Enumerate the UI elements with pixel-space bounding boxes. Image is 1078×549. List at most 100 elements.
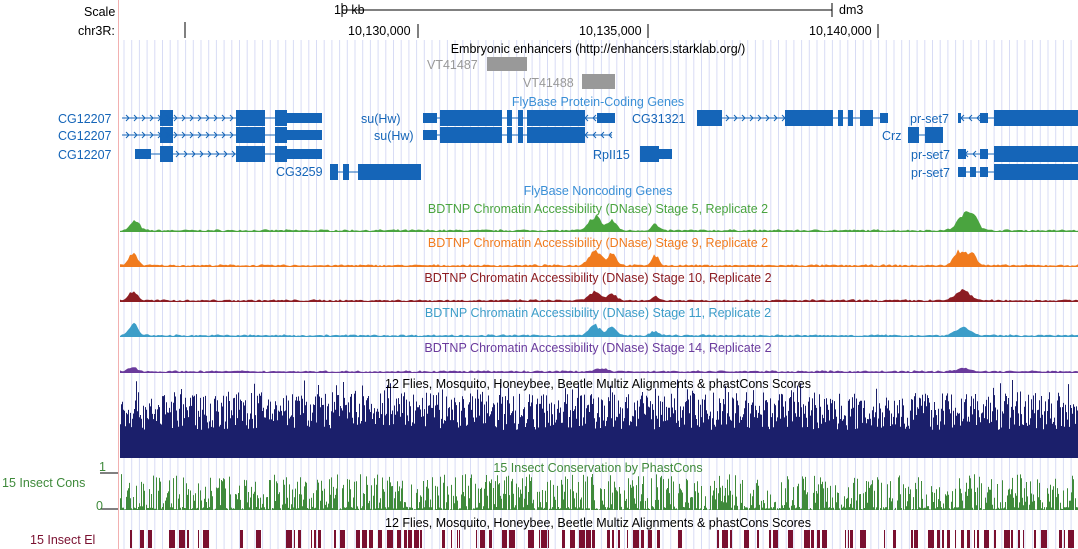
- conserved-element: [334, 530, 336, 548]
- conserved-element: [1018, 530, 1020, 548]
- enhancer-items: [487, 57, 615, 89]
- dnase-signal: [120, 367, 1078, 373]
- conserved-element: [817, 530, 820, 548]
- gene-model: [958, 146, 1078, 162]
- track-title-dnase[interactable]: BDTNP Chromatin Accessibility (DNase) St…: [427, 202, 769, 216]
- conserved-element: [1023, 530, 1024, 548]
- track-title-dnase[interactable]: BDTNP Chromatin Accessibility (DNase) St…: [424, 341, 772, 355]
- conserved-element: [860, 530, 866, 548]
- gene-label[interactable]: su(Hw): [361, 112, 401, 126]
- track-title-protein-coding[interactable]: FlyBase Protein-Coding Genes: [511, 95, 685, 109]
- conserved-element: [187, 530, 189, 548]
- conserved-element: [845, 530, 846, 548]
- dnase-signal: [120, 249, 1078, 267]
- conserved-element: [717, 530, 719, 548]
- conserved-element: [974, 530, 975, 548]
- phastcons-left-label[interactable]: 15 Insect Cons: [2, 476, 86, 490]
- gene-label[interactable]: CG12207: [58, 148, 112, 162]
- conserved-element: [1004, 530, 1010, 548]
- gene-label[interactable]: CG31321: [632, 112, 686, 126]
- gene-label[interactable]: pr-set7: [911, 166, 950, 180]
- conserved-element: [179, 530, 185, 548]
- conserved-element: [130, 530, 132, 548]
- conserved-element: [947, 530, 950, 548]
- scale-bar: [341, 3, 833, 17]
- conserved-element: [562, 530, 565, 548]
- conserved-element: [627, 530, 628, 548]
- conserved-element: [955, 530, 956, 548]
- track-title-dnase[interactable]: BDTNP Chromatin Accessibility (DNase) St…: [424, 271, 772, 285]
- conserved-element: [722, 530, 728, 548]
- conserved-element: [618, 530, 620, 548]
- conserved-element: [1064, 530, 1065, 548]
- conserved-element: [451, 530, 452, 548]
- conserved-element: [548, 530, 549, 548]
- gene-model: [135, 146, 322, 162]
- conserved-element: [318, 530, 321, 548]
- conserved-element: [256, 530, 261, 548]
- gene-label[interactable]: CG3259: [276, 165, 323, 179]
- track-title-enhancers[interactable]: Embryonic enhancers (http://enhancers.st…: [450, 42, 746, 56]
- conserved-element: [911, 530, 913, 548]
- gene-label[interactable]: Crz: [882, 129, 902, 143]
- gene-label[interactable]: CG12207: [58, 112, 112, 126]
- conserved-element: [509, 530, 515, 548]
- track-title-dnase[interactable]: BDTNP Chromatin Accessibility (DNase) St…: [424, 306, 772, 320]
- gene-label[interactable]: pr-set7: [911, 148, 950, 162]
- gene-model: [640, 146, 672, 162]
- conserved-element: [994, 530, 996, 548]
- track-title-multiz[interactable]: 12 Flies, Mosquito, Honeybee, Beetle Mul…: [385, 377, 811, 391]
- conserved-element: [893, 530, 896, 548]
- dnase-signal: [120, 211, 1078, 232]
- gene-model: [330, 164, 421, 180]
- gene-label[interactable]: su(Hw): [374, 129, 414, 143]
- conserved-element: [769, 530, 771, 548]
- track-title-noncoding[interactable]: FlyBase Noncoding Genes: [523, 184, 673, 198]
- conserved-elements: [130, 530, 1074, 548]
- elements-left-label[interactable]: 15 Insect El: [30, 533, 96, 547]
- conserved-element: [502, 530, 507, 548]
- conserved-element: [641, 530, 644, 548]
- track-title-elements[interactable]: 12 Flies, Mosquito, Honeybee, Beetle Mul…: [385, 516, 811, 530]
- enhancer-item-label[interactable]: VT41487: [427, 58, 478, 72]
- conserved-element: [848, 530, 849, 548]
- gene-label[interactable]: RpII15: [593, 148, 630, 162]
- conserved-element: [408, 530, 412, 548]
- enhancer-item-label[interactable]: VT41488: [523, 76, 574, 90]
- gene-model: [697, 110, 888, 126]
- track-title-dnase[interactable]: BDTNP Chromatin Accessibility (DNase) St…: [427, 236, 769, 250]
- conserved-element: [286, 530, 292, 548]
- conserved-element: [169, 530, 175, 548]
- conserved-element: [1041, 530, 1047, 548]
- conserved-element: [1068, 530, 1074, 548]
- conserved-element: [822, 530, 827, 548]
- left-margin-line: [118, 0, 119, 549]
- conserved-element: [884, 530, 885, 548]
- assembly-label: dm3: [839, 3, 864, 17]
- conserved-element: [442, 530, 445, 548]
- conserved-element: [457, 530, 458, 548]
- conserved-element: [607, 530, 610, 548]
- conserved-element: [678, 530, 682, 548]
- conserved-element: [340, 530, 345, 548]
- conserved-element: [961, 530, 964, 548]
- gene-label[interactable]: pr-set7: [910, 112, 949, 126]
- conserved-element: [914, 530, 918, 548]
- gene-model: [122, 127, 322, 143]
- track-title-phastcons[interactable]: 15 Insect Conservation by PhastCons: [493, 461, 703, 475]
- conserved-element: [203, 530, 209, 548]
- gene-model: [122, 110, 322, 126]
- conserved-element: [539, 530, 540, 548]
- conserved-element: [198, 530, 199, 548]
- gene-model: [958, 164, 1078, 180]
- conserved-element: [459, 530, 460, 548]
- gene-label[interactable]: CG12207: [58, 129, 112, 143]
- gene-model: [908, 127, 943, 143]
- conserved-element: [476, 530, 477, 548]
- conserved-element: [541, 530, 547, 548]
- dnase-signal: [120, 289, 1078, 302]
- conserved-element: [140, 530, 144, 548]
- conserved-element: [586, 530, 591, 548]
